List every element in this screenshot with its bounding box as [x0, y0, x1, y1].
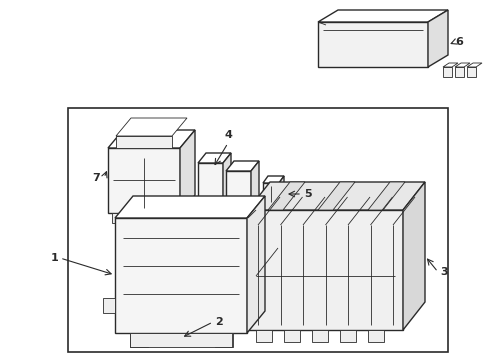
Text: 3: 3	[439, 267, 447, 277]
Polygon shape	[367, 182, 404, 210]
Polygon shape	[115, 218, 246, 333]
Bar	[284, 330, 299, 342]
Polygon shape	[250, 161, 259, 211]
Polygon shape	[223, 153, 230, 213]
Bar	[256, 330, 271, 342]
Polygon shape	[198, 163, 223, 213]
Polygon shape	[247, 210, 402, 330]
Polygon shape	[198, 153, 230, 163]
Polygon shape	[108, 130, 195, 148]
Polygon shape	[103, 298, 115, 313]
Bar	[112, 213, 124, 223]
Bar	[130, 333, 148, 347]
Text: 6: 6	[454, 37, 462, 47]
Bar	[215, 333, 232, 347]
Polygon shape	[279, 176, 284, 205]
Bar	[272, 205, 279, 211]
Polygon shape	[427, 10, 447, 67]
Polygon shape	[115, 196, 264, 218]
Text: 1: 1	[50, 253, 58, 263]
Polygon shape	[317, 182, 354, 210]
Polygon shape	[317, 22, 427, 67]
Bar	[129, 213, 141, 223]
Bar	[367, 330, 383, 342]
Polygon shape	[402, 182, 424, 330]
Bar	[163, 213, 175, 223]
Polygon shape	[466, 63, 481, 67]
Text: 7: 7	[92, 173, 100, 183]
Polygon shape	[225, 161, 259, 171]
Text: 2: 2	[215, 317, 223, 327]
Polygon shape	[317, 10, 447, 22]
Polygon shape	[246, 196, 264, 333]
Bar	[201, 213, 220, 221]
Polygon shape	[442, 63, 457, 67]
Bar	[264, 205, 270, 211]
Text: 5: 5	[304, 189, 311, 199]
Polygon shape	[263, 183, 279, 205]
Bar	[146, 213, 158, 223]
Polygon shape	[108, 148, 180, 213]
Polygon shape	[267, 182, 305, 210]
Polygon shape	[263, 176, 284, 183]
Polygon shape	[130, 333, 231, 347]
Bar	[339, 330, 355, 342]
Polygon shape	[116, 118, 186, 136]
Polygon shape	[116, 136, 172, 148]
Bar	[68, 108, 447, 352]
Text: 4: 4	[224, 130, 231, 140]
Polygon shape	[247, 182, 424, 210]
Polygon shape	[180, 130, 195, 213]
Polygon shape	[225, 171, 250, 211]
Bar	[454, 67, 463, 77]
Bar	[228, 211, 247, 219]
Bar	[311, 330, 327, 342]
Polygon shape	[454, 63, 469, 67]
Bar	[466, 67, 475, 77]
Bar	[442, 67, 451, 77]
